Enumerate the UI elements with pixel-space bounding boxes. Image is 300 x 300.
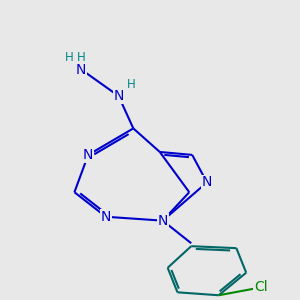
Text: N: N (83, 148, 93, 162)
Text: N: N (100, 210, 111, 224)
Text: N: N (113, 89, 124, 103)
Text: H: H (77, 51, 86, 64)
Text: N: N (76, 62, 86, 76)
Text: H: H (64, 51, 73, 64)
Text: N: N (158, 214, 168, 228)
Text: N: N (202, 176, 212, 189)
Text: H: H (127, 78, 135, 91)
Text: Cl: Cl (254, 280, 268, 294)
